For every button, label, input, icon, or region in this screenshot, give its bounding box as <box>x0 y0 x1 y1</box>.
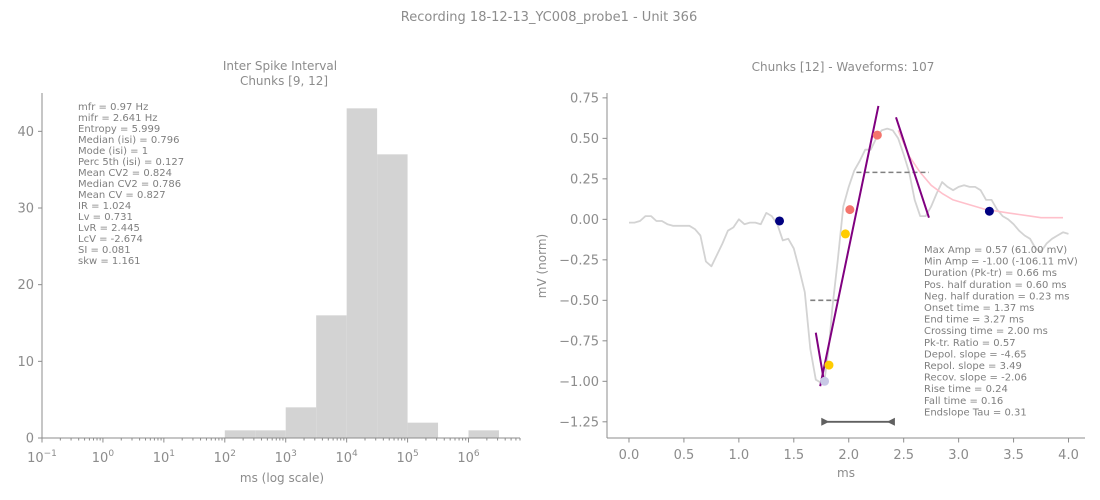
waveform-marker-0 <box>775 216 785 226</box>
isi-y-tick-label: 40 <box>17 125 34 140</box>
isi-stat-line: SI = 0.081 <box>78 245 131 256</box>
waveform-title: Chunks [12] - Waveforms: 107 <box>752 60 935 74</box>
isi-bar-1 <box>255 430 286 438</box>
duration-arrow-head-left <box>821 417 830 426</box>
waveform-y-tick-label: 0.75 <box>570 91 599 106</box>
isi-stat-line: LcV = -2.674 <box>78 234 143 245</box>
waveform-x-tick-label: 2.5 <box>893 448 914 463</box>
isi-x-tick-label: 106 <box>457 449 480 466</box>
duration-arrow-head-right <box>886 417 895 426</box>
waveform-stat-line: Max Amp = 0.57 (61.00 mV) <box>924 245 1067 256</box>
isi-bar-7 <box>468 430 499 438</box>
waveform-x-tick-label: 2.0 <box>838 448 859 463</box>
waveform-plot-area <box>629 105 1069 426</box>
isi-stat-line: IR = 1.024 <box>78 201 131 212</box>
recovery-fit-curve <box>897 129 1063 219</box>
isi-stat-line: Lv = 0.731 <box>78 212 133 223</box>
waveform-stat-line: Crossing time = 2.00 ms <box>924 326 1048 337</box>
waveform-stat-line: Onset time = 1.37 ms <box>924 303 1034 314</box>
waveform-marker-6 <box>820 376 830 386</box>
isi-x-tick-label: 102 <box>214 449 236 466</box>
waveform-stat-line: Endslope Tau = 0.31 <box>924 407 1027 418</box>
waveform-stat-line: Min Amp = -1.00 (-106.11 mV) <box>924 257 1078 268</box>
isi-stat-line: LvR = 2.445 <box>78 223 140 234</box>
waveform-x-tick-label: 3.5 <box>1003 448 1024 463</box>
isi-axes: 0 10 20 30 40 10−1 100 101 102 103 104 105 106 <box>17 93 521 466</box>
isi-x-tick-label: 101 <box>153 449 175 466</box>
isi-bars <box>224 108 499 439</box>
waveform-marker-1 <box>984 206 994 216</box>
waveform-x-tick-label: 3.0 <box>948 448 969 463</box>
isi-stat-line: skw = 1.161 <box>78 256 141 267</box>
waveform-y-tick-label: −0.25 <box>559 253 599 268</box>
isi-x-tick-label: 105 <box>396 449 418 466</box>
depol-slope-line <box>814 332 826 385</box>
isi-stat-line: Perc 5th (isi) = 0.127 <box>78 157 184 168</box>
waveform-stat-line: Pk-tr. Ratio = 0.57 <box>924 338 1016 349</box>
waveform-marker-3 <box>845 205 855 215</box>
waveform-stats-text: Max Amp = 0.57 (61.00 mV)Min Amp = -1.00… <box>924 245 1078 418</box>
isi-bar-5 <box>377 154 408 439</box>
isi-y-tick-label: 10 <box>17 355 34 370</box>
waveform-stat-line: Duration (Pk-tr) = 0.66 ms <box>924 268 1057 279</box>
waveform-x-tick-label: 0.0 <box>619 448 640 463</box>
waveform-x-tick-label: 1.5 <box>783 448 804 463</box>
isi-stat-line: Entropy = 5.999 <box>78 124 160 135</box>
isi-bar-3 <box>316 315 347 438</box>
waveform-y-tick-label: 0.00 <box>570 213 599 228</box>
isi-x-axis-label: ms (log scale) <box>240 471 324 485</box>
waveform-y-tick-label: −0.75 <box>559 334 599 349</box>
isi-bar-4 <box>346 108 378 438</box>
waveform-stat-line: Rise time = 0.24 <box>924 384 1008 395</box>
isi-x-tick-label: 100 <box>92 449 115 466</box>
isi-stat-line: Mean CV = 0.827 <box>78 190 166 201</box>
waveform-y-tick-label: 0.50 <box>570 132 599 147</box>
isi-stat-line: Mode (isi) = 1 <box>78 146 148 157</box>
isi-y-tick-label: 0 <box>26 432 34 447</box>
isi-stat-line: mifr = 2.641 Hz <box>78 113 157 124</box>
isi-x-tick-label: 10−1 <box>27 449 57 466</box>
isi-bar-2 <box>285 407 317 438</box>
waveform-y-tick-label: −1.25 <box>559 415 599 430</box>
waveform-x-tick-label: 1.0 <box>729 448 750 463</box>
isi-stat-line: Median CV2 = 0.786 <box>78 179 181 190</box>
waveform-stat-line: End time = 3.27 ms <box>924 315 1024 326</box>
waveform-y-tick-label: −0.50 <box>559 294 599 309</box>
recov-slope-line <box>895 116 930 219</box>
isi-x-tick-label: 103 <box>275 449 297 466</box>
isi-stat-line: mfr = 0.97 Hz <box>78 102 148 113</box>
waveform-y-tick-label: −1.00 <box>559 375 599 390</box>
waveform-x-tick-label: 4.0 <box>1058 448 1079 463</box>
isi-y-tick-label: 30 <box>17 202 34 217</box>
mean-waveform-line <box>629 127 1069 384</box>
repol-slope-line <box>819 105 880 387</box>
waveform-axes: 0.0 0.5 1.0 1.5 2.0 2.5 3.0 3.5 4.0 0.75 0.50 0.25 0… <box>559 91 1085 463</box>
waveform-x-tick-label: 0.5 <box>674 448 695 463</box>
waveform-y-tick-label: 0.25 <box>570 172 599 187</box>
isi-x-tick-label: 104 <box>336 449 359 466</box>
isi-title-line-2: Chunks [9, 12] <box>240 74 328 88</box>
waveform-stat-line: Recov. slope = -2.06 <box>924 373 1027 384</box>
waveform-stat-line: Pos. half duration = 0.60 ms <box>924 280 1067 291</box>
waveform-stat-line: Repol. slope = 3.49 <box>924 361 1022 372</box>
waveform-stat-line: Neg. half duration = 0.23 ms <box>924 291 1070 302</box>
isi-bar-0 <box>224 430 256 438</box>
waveform-y-axis-label: mV (norm) <box>535 234 549 298</box>
isi-stat-line: Median (isi) = 0.796 <box>78 135 179 146</box>
figure-suptitle: Recording 18-12-13_YC008_probe1 - Unit 3… <box>401 10 697 25</box>
waveform-marker-2 <box>872 130 882 140</box>
isi-bar-6 <box>407 422 439 438</box>
waveform-stat-line: Fall time = 0.16 <box>924 396 1003 407</box>
waveform-stat-line: Depol. slope = -4.65 <box>924 349 1027 360</box>
waveform-marker-5 <box>824 360 834 370</box>
isi-histogram-panel: Inter Spike Interval Chunks [9, 12] 0102… <box>17 59 521 485</box>
waveform-x-axis-label: ms <box>837 466 855 480</box>
isi-title-line-1: Inter Spike Interval <box>223 59 337 73</box>
isi-stat-line: Mean CV2 = 0.824 <box>78 168 172 179</box>
isi-y-tick-label: 20 <box>17 278 34 293</box>
waveform-panel: Chunks [12] - Waveforms: 107 0.0 0.5 1.0 1.… <box>535 60 1085 480</box>
waveform-marker-4 <box>840 229 850 239</box>
